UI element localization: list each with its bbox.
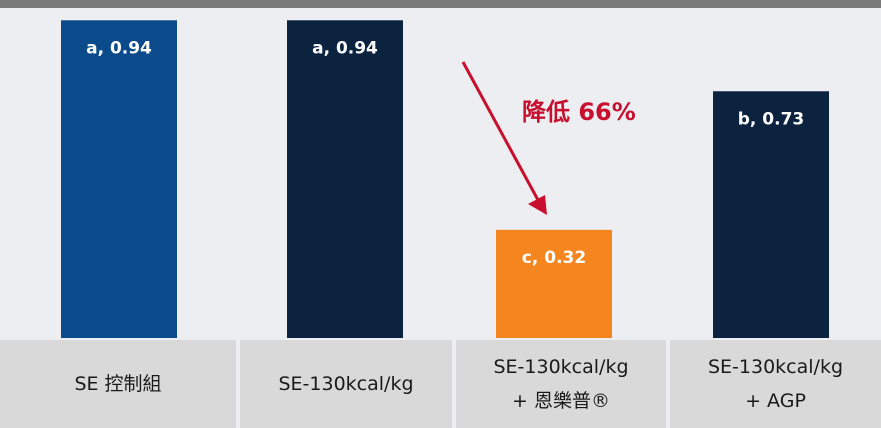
bar [61,20,177,339]
annotation: 降低 66% [522,98,636,126]
value-label: a, 0.94 [86,38,152,58]
arrow-line [461,61,540,201]
x-tick-label: SE-130kcal/kg [240,340,452,428]
x-tick-label: SE 控制組 [0,340,236,428]
value-label: a, 0.94 [312,38,378,58]
bar [496,229,612,338]
top-band [0,0,881,8]
x-tick-label: SE-130kcal/kg + 恩樂普® [456,340,666,428]
x-tick-label: SE-130kcal/kg + AGP [670,340,881,428]
arrow-head [528,195,547,215]
bar [713,91,829,338]
value-label: b, 0.73 [738,109,805,129]
plot: a, 0.94 a, 0.94 c, 0.32 b, 0.73 降低 66% [0,0,881,339]
bar [287,20,403,339]
value-label: c, 0.32 [522,248,586,268]
